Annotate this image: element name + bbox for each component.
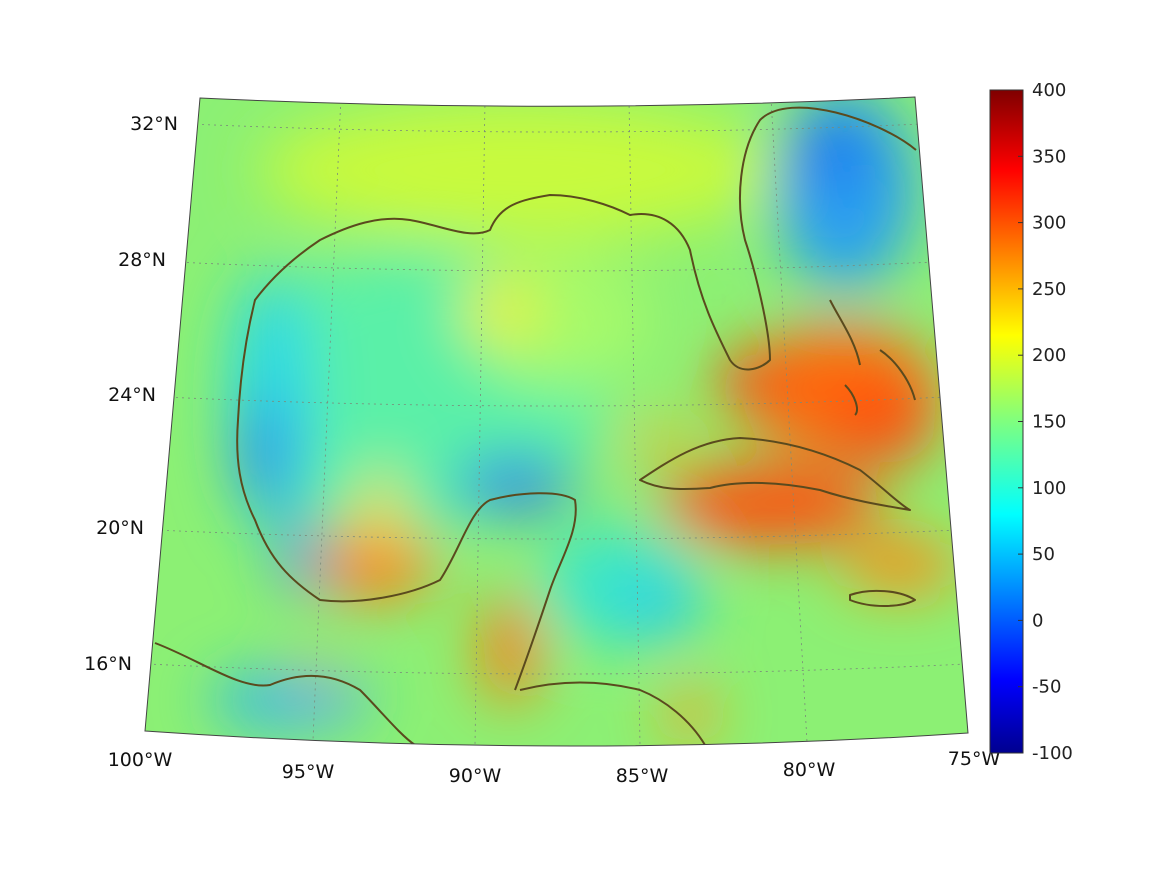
jamaica-outline bbox=[849, 589, 916, 607]
lat-tick-labels: 32°N 28°N 24°N 20°N 16°N bbox=[84, 113, 178, 675]
map-frame bbox=[144, 96, 969, 747]
colorbar-tick-label: 250 bbox=[1032, 279, 1066, 300]
colorbar-tick-label: 50 bbox=[1032, 544, 1055, 565]
colorbar-tick-label: 0 bbox=[1032, 610, 1043, 631]
colorbar-tick-label: 200 bbox=[1032, 345, 1066, 366]
colorbar-gradient bbox=[989, 89, 1024, 754]
colorbar-tick-label: 350 bbox=[1032, 146, 1066, 167]
lon-tick-label: 100°W bbox=[108, 749, 173, 771]
lat-tick-label: 24°N bbox=[108, 384, 156, 406]
colorbar-tick-label: -50 bbox=[1032, 677, 1061, 698]
bahamas-islands bbox=[829, 299, 916, 416]
gulf-coastline bbox=[236, 106, 917, 691]
colorbar-tick-label: -100 bbox=[1032, 743, 1073, 764]
colorbar-tick-label: 100 bbox=[1032, 478, 1066, 499]
map-field bbox=[145, 97, 968, 747]
lon-tick-label: 95°W bbox=[282, 761, 335, 783]
central-america-coastline bbox=[154, 642, 416, 746]
lat-tick-label: 28°N bbox=[118, 249, 166, 271]
lon-tick-label: 85°W bbox=[616, 765, 669, 787]
coastlines bbox=[154, 106, 917, 746]
colorbar-ticks: 400 350 300 250 200 150 100 50 0 -50 -100 bbox=[1018, 80, 1073, 764]
lon-tick-label: 90°W bbox=[449, 765, 502, 787]
colorbar-tick-label: 400 bbox=[1032, 80, 1066, 101]
colorbar-tick-label: 300 bbox=[1032, 213, 1066, 234]
cuba-outline bbox=[639, 437, 911, 511]
honduras-coastline bbox=[519, 681, 706, 746]
colorbar: 400 350 300 250 200 150 100 50 0 -50 -100 bbox=[989, 80, 1073, 764]
lon-tick-label: 75°W bbox=[948, 748, 1001, 770]
colorbar-tick-label: 150 bbox=[1032, 412, 1066, 433]
lat-tick-label: 16°N bbox=[84, 653, 132, 675]
lat-tick-label: 32°N bbox=[130, 113, 178, 135]
lon-tick-labels: 100°W 95°W 90°W 85°W 80°W 75°W bbox=[108, 748, 1001, 787]
lat-tick-label: 20°N bbox=[96, 517, 144, 539]
lon-tick-label: 80°W bbox=[783, 759, 836, 781]
